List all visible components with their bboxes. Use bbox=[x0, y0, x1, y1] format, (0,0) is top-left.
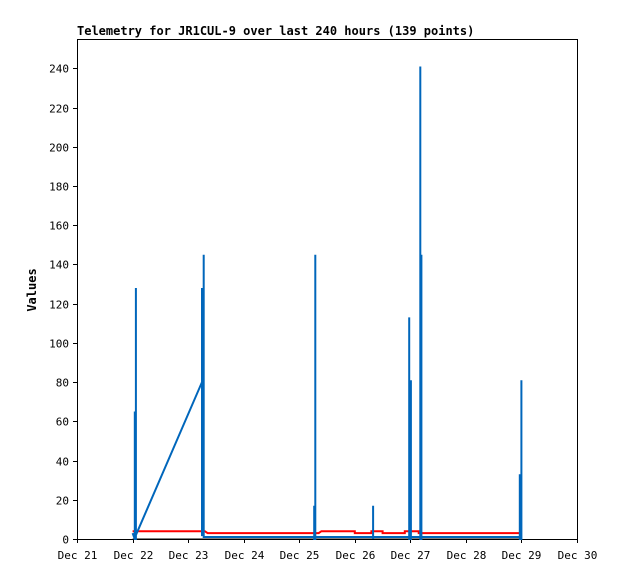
x-tick-label: Dec 24 bbox=[225, 549, 265, 562]
x-tick-label: Dec 21 bbox=[58, 549, 98, 562]
y-tick-label: 100 bbox=[49, 338, 69, 351]
series-line-2 bbox=[132, 530, 522, 535]
plot-frame bbox=[77, 39, 578, 540]
x-tick-label: Dec 30 bbox=[558, 549, 598, 562]
y-tick-label: 60 bbox=[56, 416, 69, 429]
x-tick-label: Dec 27 bbox=[391, 549, 431, 562]
series-line-3 bbox=[131, 66, 523, 540]
y-tick-label: 240 bbox=[49, 63, 69, 76]
y-tick-label: 140 bbox=[49, 259, 69, 272]
y-tick-label: 40 bbox=[56, 456, 69, 469]
x-tick-label: Dec 29 bbox=[502, 549, 542, 562]
x-axis-ticks: Dec 21 Dec 22 Dec 23 Dec 24 Dec 25 Dec 26 Dec … bbox=[58, 539, 598, 562]
y-tick-label: 80 bbox=[56, 377, 69, 390]
y-axis-label: Values bbox=[25, 268, 39, 311]
x-tick-label: Dec 28 bbox=[447, 549, 487, 562]
y-tick-label: 0 bbox=[62, 534, 69, 547]
y-tick-label: 220 bbox=[49, 103, 69, 116]
chart-title: Telemetry for JR1CUL-9 over last 240 hou… bbox=[77, 24, 474, 38]
x-tick-label: Dec 22 bbox=[114, 549, 154, 562]
x-tick-label: Dec 26 bbox=[336, 549, 376, 562]
y-tick-label: 200 bbox=[49, 142, 69, 155]
x-tick-label: Dec 23 bbox=[169, 549, 209, 562]
y-tick-label: 20 bbox=[56, 495, 69, 508]
y-tick-label: 120 bbox=[49, 299, 69, 312]
x-tick-label: Dec 25 bbox=[280, 549, 320, 562]
y-tick-label: 160 bbox=[49, 220, 69, 233]
series-layer bbox=[131, 66, 523, 540]
y-axis-ticks: 0 20 40 60 80 100 120 140 160 180 200 220 240 bbox=[49, 63, 77, 547]
y-tick-label: 180 bbox=[49, 181, 69, 194]
